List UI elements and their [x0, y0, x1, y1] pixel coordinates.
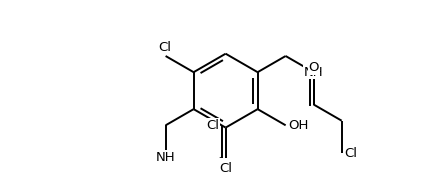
Text: Cl: Cl: [344, 146, 357, 159]
Text: NH: NH: [304, 66, 323, 79]
Text: O: O: [308, 61, 319, 74]
Text: Cl: Cl: [158, 41, 172, 54]
Text: Cl: Cl: [219, 161, 232, 174]
Text: OH: OH: [288, 119, 308, 132]
Text: Cl: Cl: [206, 119, 219, 132]
Text: NH: NH: [156, 151, 176, 164]
